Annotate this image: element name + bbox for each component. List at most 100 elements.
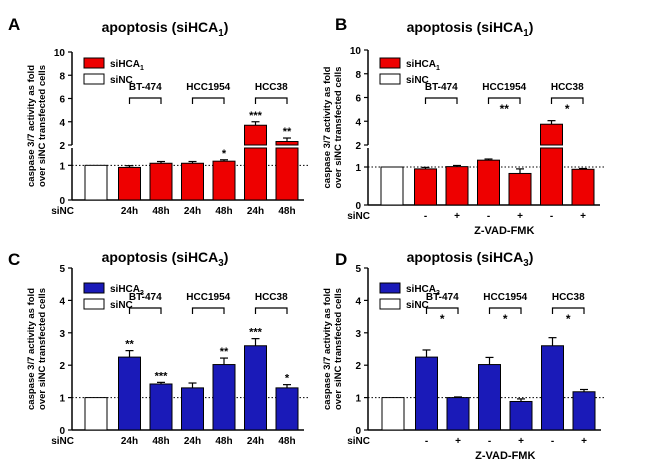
legend-swatch — [83, 73, 105, 85]
group-label: HCC38 — [551, 82, 584, 93]
legend-swatch — [379, 57, 401, 69]
bar — [149, 162, 173, 201]
y-tick-label: 3 — [59, 329, 65, 340]
bar — [212, 364, 236, 431]
x-tick-label: 48h — [152, 436, 169, 447]
significance-star: ** — [220, 346, 229, 358]
group-bracket — [425, 307, 459, 314]
y-axis-label: over siNC transfected cells — [37, 65, 48, 187]
bar — [275, 387, 299, 431]
group-label: HCC1954 — [186, 292, 230, 303]
legend-label: siNC — [110, 75, 133, 86]
y-tick-label: 5 — [355, 264, 361, 275]
group-label: HCC38 — [255, 82, 288, 93]
group-bracket — [550, 97, 584, 104]
group-label: HCC38 — [255, 292, 288, 303]
group-label: HCC1954 — [482, 82, 526, 93]
bar — [181, 387, 204, 431]
bar — [84, 397, 108, 431]
bar — [244, 345, 267, 431]
group-bracket — [488, 307, 522, 314]
group-label: HCC1954 — [186, 82, 230, 93]
y-tick-label: 10 — [54, 48, 66, 59]
y-tick-label: 4 — [59, 296, 65, 307]
group-bracket — [128, 307, 162, 314]
y-axis-label: over siNC transfected cells — [333, 288, 344, 410]
significance-star: ** — [125, 339, 134, 351]
bar — [244, 124, 267, 146]
legend-label: siNC — [406, 75, 429, 86]
bar — [275, 147, 299, 201]
bar — [414, 168, 437, 206]
y-axis-label: caspase 3/7 activity as fold — [322, 66, 333, 188]
group-label: HCC1954 — [483, 292, 527, 303]
x-tick-label: 48h — [278, 436, 295, 447]
y-axis-label: over siNC transfected cells — [37, 288, 48, 410]
significance-star: ** — [283, 126, 292, 138]
bar — [541, 345, 564, 431]
panel-letter: A — [8, 15, 20, 34]
y-tick-label: 6 — [355, 94, 361, 105]
panel-title: apoptosis (siHCA3) — [102, 249, 229, 269]
y-tick-label: 4 — [355, 117, 361, 128]
x-tick-label: + — [518, 436, 524, 447]
x-tick-label: 24h — [121, 436, 138, 447]
significance-star: *** — [155, 370, 169, 382]
x-tick-label: - — [424, 211, 427, 222]
bar — [477, 159, 500, 206]
panel-letter: B — [335, 15, 347, 34]
y-tick-label: 0 — [59, 426, 65, 437]
bar — [275, 141, 299, 146]
group-label: HCC38 — [552, 292, 585, 303]
group-label: BT-474 — [129, 292, 162, 303]
group-bracket — [191, 97, 225, 104]
y-tick-label: 8 — [59, 71, 65, 82]
legend-swatch — [379, 282, 401, 294]
group-label: BT-474 — [425, 82, 458, 93]
bar — [508, 172, 532, 206]
bar — [244, 147, 267, 201]
bar — [540, 147, 563, 206]
legend-label: siNC — [110, 300, 133, 311]
legend-label: siNC — [406, 300, 429, 311]
y-tick-label: 1 — [355, 394, 361, 405]
x-tick-label: siNC — [51, 206, 74, 217]
group-bracket — [191, 307, 225, 314]
legend-label: siHCA1 — [406, 59, 440, 72]
y-tick-label: 2 — [59, 141, 65, 152]
panel-letter: C — [8, 250, 20, 269]
x-tick-label: siNC — [347, 211, 370, 222]
x-tick-label: 24h — [121, 206, 138, 217]
x-tick-label: 24h — [247, 206, 264, 217]
y-tick-label: 1 — [355, 163, 361, 174]
x-tick-label: + — [455, 436, 461, 447]
x-tick-label: - — [425, 436, 428, 447]
bar — [381, 397, 405, 431]
significance-star: * — [222, 148, 227, 160]
y-tick-label: 2 — [355, 361, 361, 372]
bar — [478, 364, 501, 431]
bar — [212, 160, 236, 201]
x-tick-label: + — [581, 436, 587, 447]
significance-star: * — [285, 373, 290, 385]
panel-title: apoptosis (siHCA3) — [407, 249, 534, 269]
group-bracket — [254, 307, 288, 314]
x-tick-label: 48h — [152, 206, 169, 217]
x-tick-label: siNC — [347, 436, 370, 447]
x-tick-label: 48h — [215, 436, 232, 447]
group-significance: * — [565, 102, 570, 116]
y-tick-label: 0 — [59, 196, 65, 207]
legend-label: siHCA3 — [406, 284, 440, 297]
x-tick-label: + — [580, 211, 586, 222]
bar — [415, 356, 438, 431]
y-axis-label: caspase 3/7 activity as fold — [322, 288, 333, 410]
x-tick-label: 24h — [184, 206, 201, 217]
y-tick-label: 2 — [59, 361, 65, 372]
y-axis-label: caspase 3/7 activity as fold — [26, 288, 37, 410]
panel-title: apoptosis (siHCA1) — [407, 19, 534, 39]
